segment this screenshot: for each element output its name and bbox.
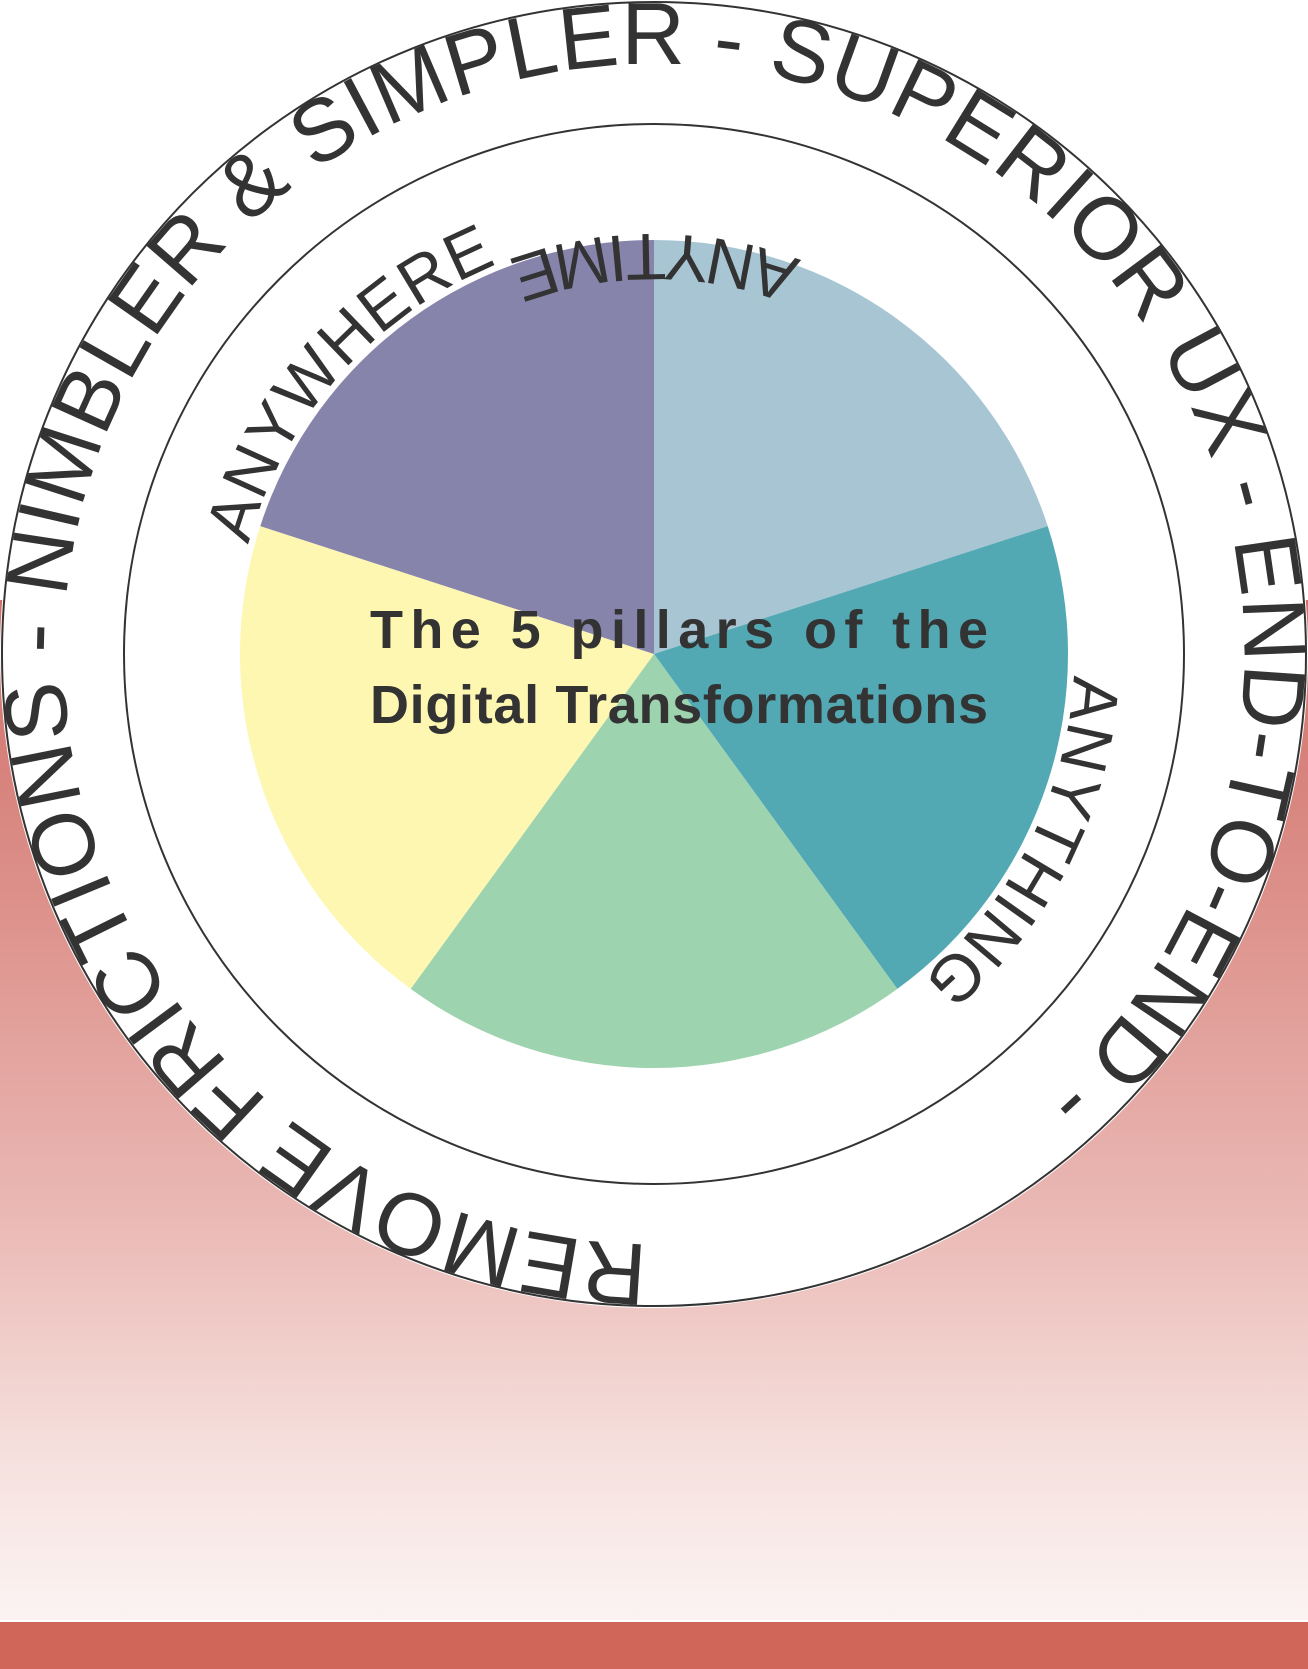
center-title-line2: Digital Transformations <box>370 675 988 735</box>
bottom-bar <box>0 1622 1308 1669</box>
center-title-line1: The 5 pillars of the <box>370 600 988 660</box>
slice-right <box>654 526 1068 989</box>
inner-ring <box>123 123 1185 1185</box>
outer-ring <box>1 1 1307 1307</box>
slice-anytime <box>410 654 898 1069</box>
slice-left <box>239 526 655 989</box>
slice-anything <box>654 240 1048 654</box>
slice-anywhere <box>260 240 654 654</box>
pie-slices <box>239 240 1068 1069</box>
